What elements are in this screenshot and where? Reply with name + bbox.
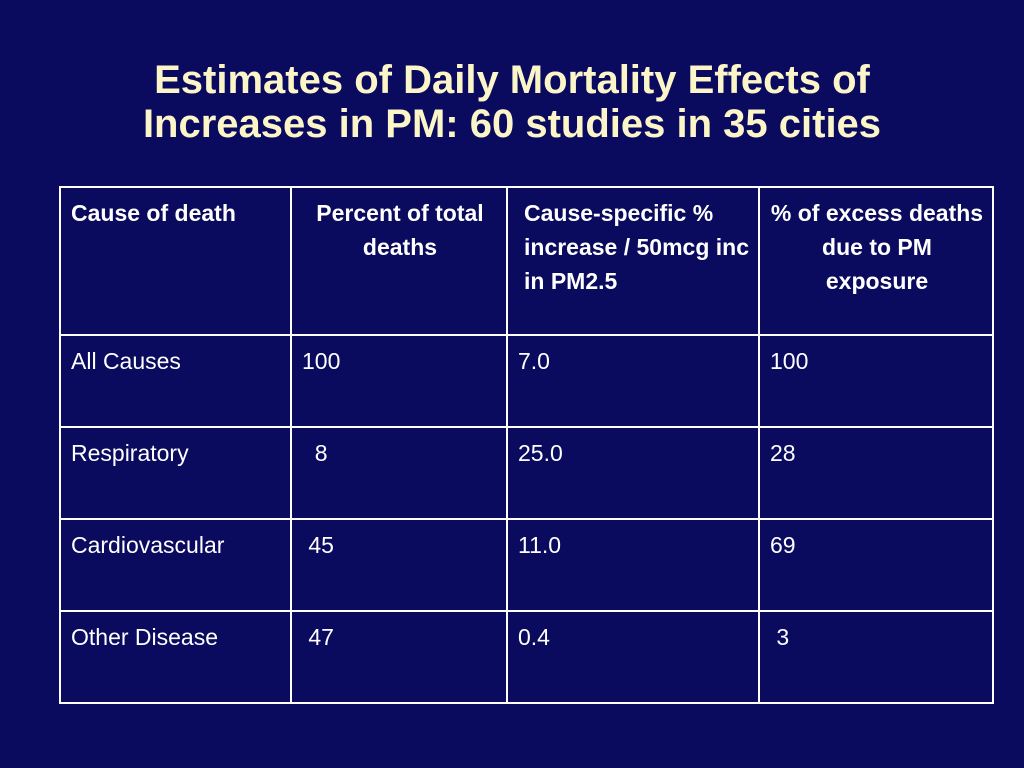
cell-excess: 100 (758, 334, 994, 428)
table-row: Cardiovascular 45 11.0 69 (59, 518, 994, 612)
cell-percent-total: 100 (290, 334, 508, 428)
table-row: Respiratory 8 25.0 28 (59, 426, 994, 520)
table-header-row: Cause of death Percent of total deaths C… (59, 186, 994, 336)
cell-percent-total: 8 (290, 426, 508, 520)
cell-cause: Other Disease (59, 610, 292, 704)
cell-cause-specific: 0.4 (506, 610, 760, 704)
header-cause-specific-increase: Cause-specific % increase / 50mcg inc in… (506, 186, 760, 336)
cell-cause: Respiratory (59, 426, 292, 520)
cell-percent-total: 47 (290, 610, 508, 704)
cell-excess: 3 (758, 610, 994, 704)
table-row: All Causes 100 7.0 100 (59, 334, 994, 428)
cell-excess: 28 (758, 426, 994, 520)
cell-cause-specific: 25.0 (506, 426, 760, 520)
header-excess-deaths: % of excess deaths due to PM exposure (758, 186, 994, 336)
cell-cause-specific: 11.0 (506, 518, 760, 612)
slide-title-line-1: Estimates of Daily Mortality Effects of (154, 58, 870, 102)
header-percent-total-deaths: Percent of total deaths (290, 186, 508, 336)
cell-percent-total: 45 (290, 518, 508, 612)
cell-cause-specific: 7.0 (506, 334, 760, 428)
cell-cause: Cardiovascular (59, 518, 292, 612)
cell-excess: 69 (758, 518, 994, 612)
slide-title: Estimates of Daily Mortality Effects of … (0, 58, 1024, 146)
slide-title-line-2: Increases in PM: 60 studies in 35 cities (142, 102, 882, 146)
header-cause-of-death: Cause of death (59, 186, 292, 336)
cell-cause: All Causes (59, 334, 292, 428)
mortality-table: Cause of death Percent of total deaths C… (59, 186, 994, 704)
table-row: Other Disease 47 0.4 3 (59, 610, 994, 704)
